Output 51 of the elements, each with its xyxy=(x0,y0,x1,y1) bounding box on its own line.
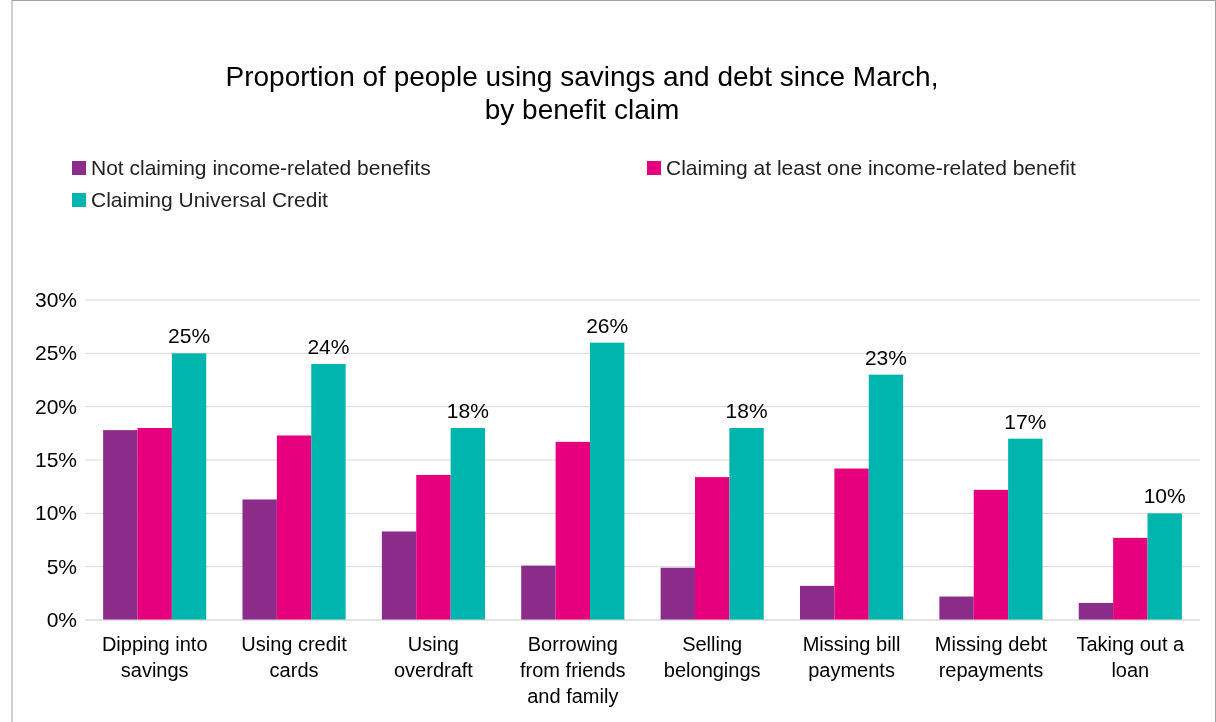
bar xyxy=(868,374,904,620)
legend-label: Claiming Universal Credit xyxy=(91,188,329,211)
bar xyxy=(729,428,764,620)
bar xyxy=(103,430,138,620)
x-tick-label: Missing bill payments xyxy=(802,633,901,681)
data-label: 23% xyxy=(864,345,907,369)
bar xyxy=(1113,537,1148,620)
x-tick-label: Dipping into savings xyxy=(101,633,208,681)
bar xyxy=(799,585,835,620)
bar xyxy=(834,468,869,620)
legend-label: Claiming at least one income-related benefit xyxy=(666,156,1076,179)
y-tick-label: 25% xyxy=(34,341,77,365)
bar xyxy=(276,435,312,620)
y-tick-label: 15% xyxy=(34,448,77,471)
data-label: 25% xyxy=(168,324,211,348)
x-tick-label: Borrowing from friends and family xyxy=(520,633,626,707)
bar xyxy=(660,567,695,620)
bar xyxy=(1008,438,1043,620)
bar xyxy=(590,342,625,620)
bar xyxy=(137,428,172,620)
y-tick-label: 10% xyxy=(34,501,77,525)
bar xyxy=(521,565,556,620)
bar xyxy=(416,474,451,620)
bar xyxy=(555,441,590,620)
bar xyxy=(939,596,974,620)
bar xyxy=(450,428,486,620)
data-label: 10% xyxy=(1143,484,1186,508)
bar xyxy=(242,499,277,620)
y-tick-label: 30% xyxy=(34,288,77,311)
data-label: 18% xyxy=(446,399,489,422)
bar xyxy=(973,489,1009,620)
y-tick-label: 5% xyxy=(46,554,77,578)
x-tick-label: Taking out a loan xyxy=(1076,633,1186,681)
data-label: 24% xyxy=(307,335,350,358)
x-tick-label: Using credit cards xyxy=(241,633,348,681)
chart-title: Proportion of people using savings and debt since March, by benefit claim xyxy=(225,61,939,125)
x-tick-label: Selling belongings xyxy=(663,633,761,681)
y-tick-label: 20% xyxy=(34,394,77,418)
bar xyxy=(1147,513,1182,620)
data-label: 17% xyxy=(1004,409,1047,433)
bar xyxy=(171,353,207,620)
bar xyxy=(381,531,417,620)
bar xyxy=(695,477,730,620)
x-tick-label: Using overdraft xyxy=(393,633,474,681)
bar xyxy=(1078,602,1114,620)
legend-label: Not claiming income-related benefits xyxy=(91,156,431,179)
data-label: 26% xyxy=(586,313,629,337)
y-tick-label: 0% xyxy=(46,608,77,631)
data-label: 18% xyxy=(725,399,768,422)
bar xyxy=(311,364,346,620)
x-tick-label: Missing debt repayments xyxy=(934,633,1048,681)
